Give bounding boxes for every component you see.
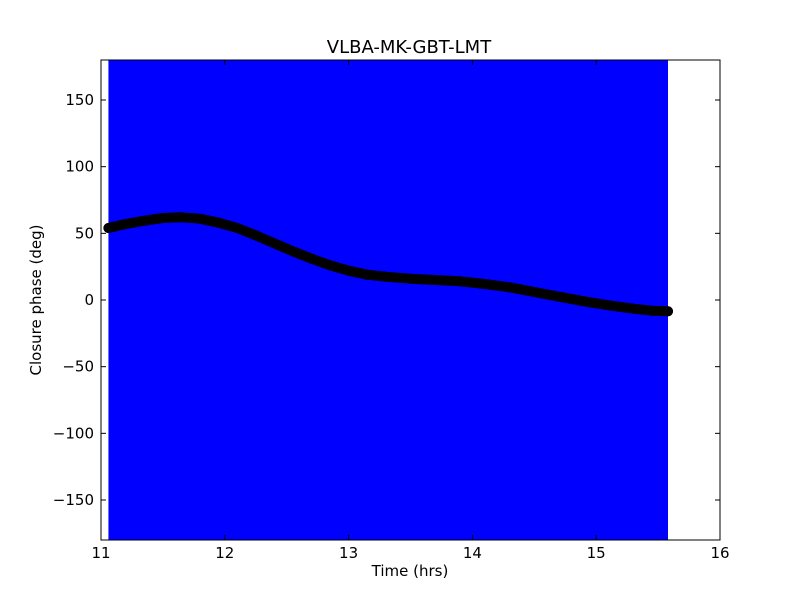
data-point: [343, 265, 354, 276]
y-tick-label: −150: [53, 491, 94, 509]
data-point: [554, 291, 565, 302]
axis-tick-labels: 11 12 13 14 15 16 150 100 50 0 −50 −100 −150: [53, 91, 730, 562]
data-point: [232, 223, 243, 233]
y-tick-label: 150: [65, 91, 94, 109]
data-point: [529, 287, 540, 297]
data-point: [195, 213, 205, 224]
data-point: [250, 230, 261, 241]
data-point: [430, 275, 441, 285]
y-axis-label: Closure phase (deg): [27, 225, 45, 376]
data-point: [504, 282, 515, 293]
data-point: [213, 217, 224, 228]
series-line: [103, 212, 673, 317]
data-point: [325, 260, 335, 271]
data-point: [455, 276, 465, 287]
y-tick-label: 0: [84, 291, 94, 309]
data-point: [269, 238, 280, 249]
x-tick-label: 11: [91, 544, 110, 562]
x-tick-label: 12: [215, 544, 234, 562]
data-point: [120, 219, 131, 229]
y-tick-label: −100: [53, 424, 94, 442]
data-point: [603, 300, 614, 311]
data-point: [578, 296, 589, 307]
data-point: [306, 253, 317, 264]
data-point: [628, 303, 639, 314]
y-tick-label: −50: [62, 358, 94, 376]
y-tick-label: 50: [75, 224, 94, 242]
x-axis-label: Time (hrs): [371, 562, 449, 580]
axis-ticks: [100, 60, 721, 540]
data-point: [139, 215, 150, 226]
data-point: [176, 212, 187, 223]
data-point: [380, 271, 391, 282]
data-point: [157, 213, 168, 223]
plot-area: [100, 59, 721, 541]
data-point: [663, 306, 673, 317]
data-point: [405, 273, 416, 284]
x-tick-label: 16: [710, 544, 729, 562]
x-tick-label: 15: [587, 544, 606, 562]
data-point: [646, 305, 657, 316]
data-point: [362, 269, 373, 280]
data-point: [287, 246, 298, 257]
x-tick-label: 14: [463, 544, 482, 562]
x-tick-label: 13: [339, 544, 358, 562]
data-point: [479, 279, 490, 289]
chart-title: VLBA-MK-GBT-LMT: [327, 37, 492, 58]
data-point: [103, 223, 114, 233]
y-tick-label: 100: [65, 158, 94, 176]
